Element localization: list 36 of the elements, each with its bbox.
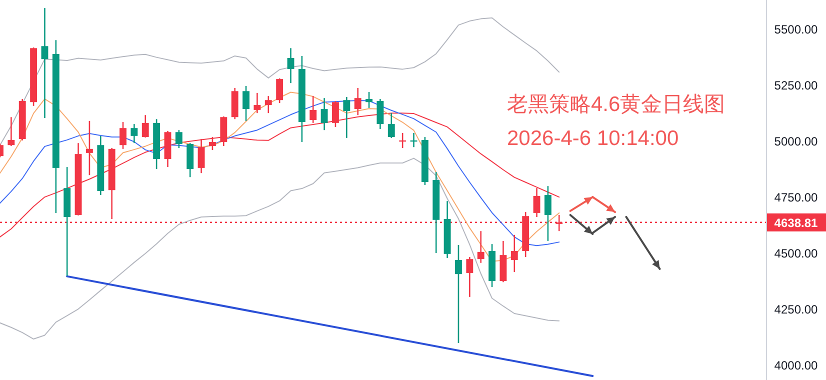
candlestick bbox=[366, 91, 372, 109]
candlestick bbox=[455, 244, 462, 344]
candlestick bbox=[320, 97, 328, 131]
candlestick bbox=[466, 256, 474, 298]
candlestick bbox=[86, 120, 93, 176]
y-tick-label: 4500.00 bbox=[774, 246, 818, 260]
y-tick-label: 4000.00 bbox=[774, 358, 818, 372]
candlestick bbox=[242, 85, 250, 122]
candlestick bbox=[130, 123, 138, 144]
candlestick bbox=[254, 92, 261, 114]
candlestick bbox=[264, 95, 272, 114]
candlestick bbox=[388, 112, 395, 139]
y-tick-label: 5250.00 bbox=[774, 78, 818, 93]
candlestick bbox=[287, 47, 294, 84]
candlestick bbox=[510, 234, 518, 273]
line-series bbox=[0, 158, 560, 340]
candlestick bbox=[41, 7, 48, 119]
candlestick bbox=[376, 98, 384, 130]
candlestick bbox=[120, 121, 126, 150]
candlestick bbox=[477, 230, 484, 264]
y-tick-label: 5000.00 bbox=[774, 134, 818, 149]
candlestick bbox=[343, 96, 350, 139]
text: 2026-4-6 10:14:00 bbox=[507, 127, 679, 150]
y-tick-label: 4250.00 bbox=[774, 302, 818, 316]
y-tick-label: 5500.00 bbox=[774, 22, 818, 37]
candlestick bbox=[209, 136, 216, 151]
candlestick bbox=[276, 78, 284, 104]
candlestick bbox=[8, 116, 15, 147]
candlestick bbox=[533, 187, 540, 218]
candlestick bbox=[198, 138, 205, 174]
text: 老黑策略4.6黄金日线图 bbox=[507, 93, 726, 116]
candlestick bbox=[175, 129, 182, 149]
y-tick-label: 4750.00 bbox=[774, 190, 818, 204]
candlestick bbox=[142, 114, 149, 138]
candlestick bbox=[544, 185, 552, 242]
ref-line-label: 4638.81 bbox=[774, 216, 818, 230]
